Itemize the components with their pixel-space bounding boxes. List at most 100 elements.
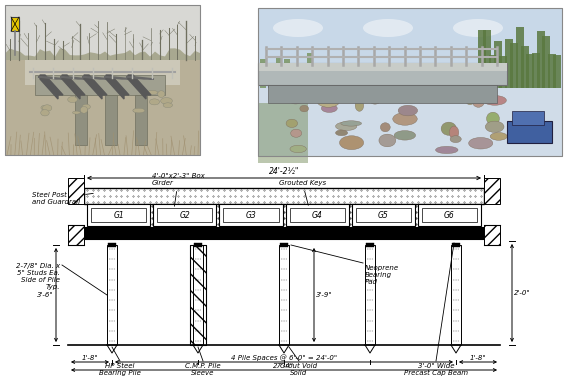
Bar: [315, 65, 321, 88]
Ellipse shape: [485, 121, 504, 132]
Ellipse shape: [469, 138, 493, 149]
Bar: [499, 56, 507, 88]
Polygon shape: [193, 345, 203, 353]
Bar: [25, 60, 180, 85]
Bar: [290, 208, 345, 222]
Ellipse shape: [41, 105, 47, 110]
Ellipse shape: [341, 121, 361, 126]
Bar: [537, 31, 545, 88]
Bar: [521, 46, 529, 88]
Text: Grout Void
Solid: Grout Void Solid: [281, 363, 318, 376]
Bar: [91, 208, 146, 222]
Bar: [542, 36, 550, 88]
Bar: [299, 71, 305, 88]
Bar: [157, 208, 212, 222]
Bar: [75, 95, 87, 145]
Bar: [553, 55, 561, 88]
Bar: [352, 204, 415, 226]
Polygon shape: [40, 75, 63, 99]
Text: G6: G6: [444, 211, 455, 220]
Bar: [5, 5, 200, 60]
Bar: [84, 227, 484, 239]
Text: 3'-6": 3'-6": [37, 292, 54, 298]
Bar: [258, 8, 562, 156]
Ellipse shape: [392, 113, 417, 125]
Ellipse shape: [472, 94, 485, 107]
Ellipse shape: [336, 122, 357, 130]
Ellipse shape: [158, 91, 165, 98]
Bar: [258, 8, 562, 88]
Text: 2'-0": 2'-0": [514, 290, 531, 296]
Ellipse shape: [340, 136, 364, 150]
Bar: [280, 243, 288, 247]
Ellipse shape: [321, 104, 337, 112]
Text: HP Steel
Bearing Pile: HP Steel Bearing Pile: [99, 363, 141, 376]
Polygon shape: [365, 345, 375, 353]
Ellipse shape: [450, 136, 461, 143]
Bar: [365, 245, 375, 345]
Bar: [190, 245, 206, 345]
Ellipse shape: [346, 96, 360, 102]
Bar: [291, 71, 298, 88]
Ellipse shape: [80, 107, 87, 113]
Bar: [484, 178, 500, 204]
Bar: [422, 208, 477, 222]
Ellipse shape: [453, 19, 503, 37]
Bar: [11, 17, 19, 31]
Bar: [5, 5, 200, 155]
Text: 4'-0"x2'-3" Box
Girder: 4'-0"x2'-3" Box Girder: [152, 173, 204, 206]
Polygon shape: [60, 77, 88, 79]
Ellipse shape: [56, 92, 61, 95]
Bar: [366, 243, 374, 247]
Bar: [5, 5, 200, 155]
Bar: [494, 41, 502, 88]
Ellipse shape: [43, 105, 52, 111]
Bar: [512, 111, 544, 125]
Bar: [135, 95, 147, 145]
Polygon shape: [104, 77, 132, 79]
Bar: [35, 75, 165, 95]
Ellipse shape: [147, 90, 158, 94]
Ellipse shape: [41, 110, 49, 116]
Text: 4 Pile Spaces @ 6'-0" = 24'-0": 4 Pile Spaces @ 6'-0" = 24'-0": [231, 354, 337, 361]
Bar: [108, 243, 116, 247]
Bar: [258, 8, 562, 156]
Ellipse shape: [449, 126, 459, 139]
Ellipse shape: [273, 19, 323, 37]
Bar: [260, 59, 266, 88]
Bar: [268, 71, 274, 88]
Ellipse shape: [336, 130, 348, 136]
Polygon shape: [106, 75, 129, 99]
Text: 27'-4": 27'-4": [273, 363, 295, 369]
Ellipse shape: [317, 95, 340, 107]
Ellipse shape: [436, 146, 458, 153]
Polygon shape: [451, 345, 461, 353]
Ellipse shape: [483, 96, 507, 105]
Bar: [258, 103, 308, 163]
Ellipse shape: [487, 112, 499, 125]
Bar: [68, 178, 84, 204]
Polygon shape: [128, 75, 151, 99]
Bar: [307, 53, 313, 88]
Ellipse shape: [466, 96, 474, 105]
Bar: [478, 30, 486, 88]
Polygon shape: [38, 77, 66, 79]
Text: G3: G3: [245, 211, 256, 220]
Polygon shape: [126, 77, 154, 79]
Text: Neoprene
Bearing
Pad: Neoprene Bearing Pad: [365, 265, 399, 285]
Ellipse shape: [133, 108, 145, 113]
Ellipse shape: [149, 99, 160, 105]
Text: G5: G5: [378, 211, 389, 220]
Bar: [279, 245, 289, 345]
Bar: [356, 208, 411, 222]
Ellipse shape: [290, 145, 306, 153]
Ellipse shape: [291, 129, 302, 137]
Polygon shape: [107, 345, 117, 353]
Bar: [258, 63, 507, 85]
Text: G1: G1: [113, 211, 124, 220]
Ellipse shape: [286, 119, 298, 127]
Bar: [507, 121, 552, 143]
Bar: [193, 245, 203, 345]
Bar: [483, 30, 491, 88]
Bar: [488, 55, 496, 88]
